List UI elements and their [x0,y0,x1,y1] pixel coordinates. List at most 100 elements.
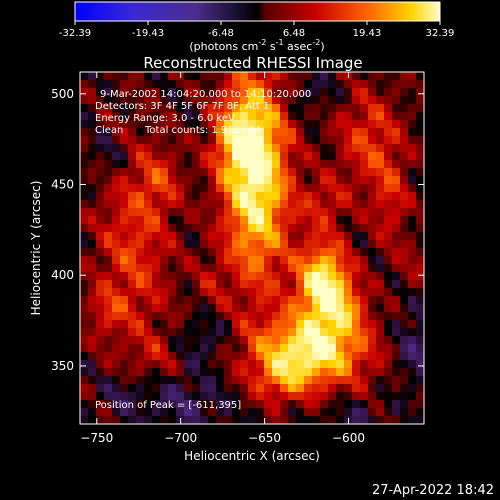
heatmap-pixel [296,320,305,329]
heatmap-pixel [328,416,337,424]
heatmap-pixel [248,392,257,401]
heatmap-pixel [224,168,233,177]
heatmap-pixel [216,104,225,113]
heatmap-pixel [168,80,177,89]
heatmap-pixel [248,320,257,329]
heatmap-pixel [272,296,281,305]
heatmap-pixel [408,336,417,345]
heatmap-pixel [256,296,265,305]
heatmap-pixel [128,168,137,177]
heatmap-pixel [344,280,353,289]
heatmap-pixel [168,392,177,401]
heatmap-pixel [224,96,233,105]
heatmap-pixel [344,104,353,113]
heatmap-pixel [136,288,145,297]
heatmap-pixel [240,312,249,321]
heatmap-pixel [264,392,273,401]
heatmap-pixel [376,104,385,113]
heatmap-pixel [304,408,313,417]
heatmap-pixel [296,152,305,161]
heatmap-pixel [240,240,249,249]
heatmap-pixel [352,400,361,409]
heatmap-pixel [376,384,385,393]
heatmap-pixel [192,384,201,393]
heatmap-pixel [320,312,329,321]
heatmap-pixel [296,168,305,177]
heatmap-pixel [192,184,201,193]
heatmap-pixel [392,152,401,161]
heatmap-pixel [256,144,265,153]
heatmap-pixel [392,120,401,129]
heatmap-pixel [288,224,297,233]
heatmap-pixel [144,104,153,113]
heatmap-pixel [416,296,424,305]
heatmap-pixel [232,256,241,265]
heatmap-pixel [416,72,424,81]
heatmap-pixel [400,184,409,193]
heatmap-pixel [96,384,105,393]
heatmap-pixel [208,376,217,385]
heatmap-pixel [200,96,209,105]
heatmap-pixel [232,104,241,113]
heatmap-pixel [144,88,153,97]
heatmap-pixel [376,376,385,385]
heatmap-pixel [384,336,393,345]
heatmap-pixel [240,376,249,385]
heatmap-pixel [240,192,249,201]
heatmap-pixel [384,128,393,137]
heatmap-pixel [368,216,377,225]
heatmap-pixel [352,192,361,201]
heatmap-pixel [392,264,401,273]
heatmap-pixel [336,328,345,337]
heatmap-pixel [352,104,361,113]
heatmap-pixel [208,240,217,249]
heatmap-pixel [248,96,257,105]
heatmap-pixel [80,104,89,113]
heatmap-pixel [128,128,137,137]
heatmap-pixel [328,192,337,201]
heatmap-pixel [144,200,153,209]
heatmap-pixel [312,384,321,393]
heatmap-pixel [312,280,321,289]
heatmap-pixel [272,400,281,409]
heatmap-pixel [280,360,289,369]
heatmap-pixel [272,384,281,393]
heatmap-pixel [216,112,225,121]
heatmap-pixel [96,304,105,313]
heatmap-pixel [312,376,321,385]
heatmap-pixel [280,312,289,321]
heatmap-pixel [256,96,265,105]
heatmap-pixel [328,392,337,401]
heatmap-pixel [376,168,385,177]
heatmap-pixel [304,88,313,97]
heatmap-pixel [384,408,393,417]
heatmap-pixel [272,320,281,329]
heatmap-pixel [104,384,113,393]
heatmap-pixel [256,208,265,217]
heatmap-pixel [280,384,289,393]
heatmap-pixel [296,96,305,105]
heatmap-pixel [392,160,401,169]
heatmap-pixel [328,400,337,409]
heatmap-pixel [272,184,281,193]
heatmap-pixel [368,128,377,137]
heatmap-pixel [200,136,209,145]
heatmap-pixel [416,344,424,353]
heatmap-pixel [272,152,281,161]
heatmap-pixel [304,208,313,217]
heatmap-pixel [168,264,177,273]
heatmap-pixel [152,400,161,409]
heatmap-pixel [360,240,369,249]
heatmap-pixel [192,216,201,225]
heatmap-pixel [336,176,345,185]
heatmap-pixel [272,240,281,249]
heatmap-pixel [136,368,145,377]
heatmap-pixel [144,352,153,361]
heatmap-pixel [248,304,257,313]
heatmap-pixel [168,344,177,353]
heatmap-pixel [144,296,153,305]
heatmap-pixel [112,280,121,289]
heatmap-pixel [168,136,177,145]
heatmap-pixel [112,112,121,121]
heatmap-pixel [216,392,225,401]
